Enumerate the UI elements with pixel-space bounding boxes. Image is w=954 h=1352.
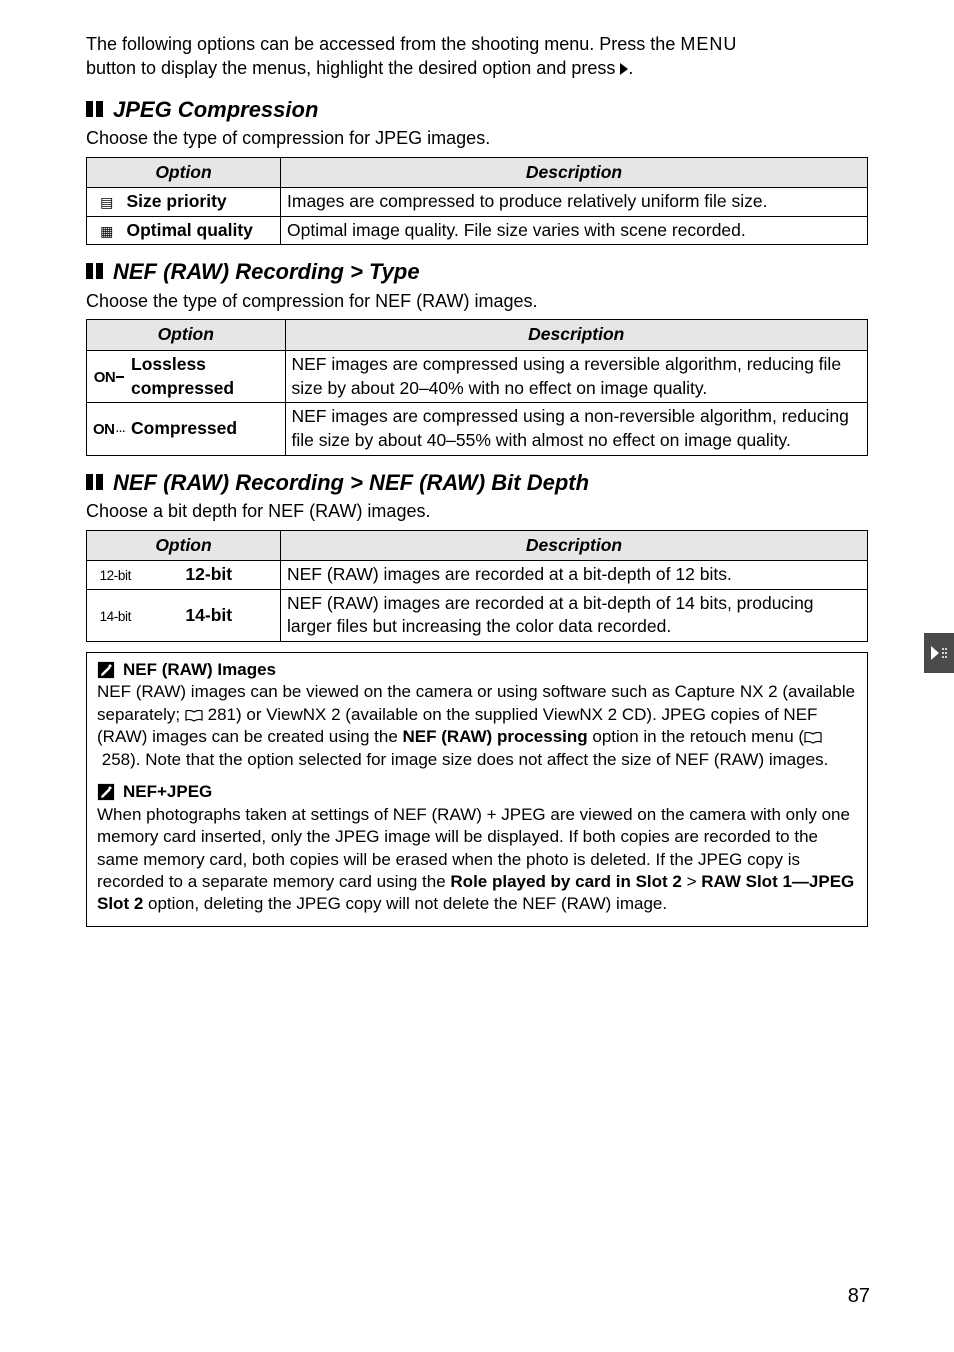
- row-desc: NEF images are compressed using a non-re…: [285, 403, 868, 455]
- intro-text-1: The following options can be accessed fr…: [86, 34, 680, 54]
- note-text: ). Note that the option selected for ima…: [130, 750, 828, 769]
- size-priority-icon: [100, 191, 113, 211]
- row-desc: Images are compressed to produce relativ…: [281, 188, 868, 217]
- intro-paragraph: The following options can be accessed fr…: [86, 32, 868, 81]
- col-option: Option: [87, 157, 281, 188]
- intro-text-3: .: [628, 58, 633, 78]
- note-head-nefjpeg: NEF+JPEG: [97, 781, 857, 803]
- compressed-icon: ON: [93, 420, 125, 440]
- optimal-quality-icon: [100, 220, 113, 240]
- row-label: Lossless compressed: [125, 351, 285, 403]
- section-sub-neftype: Choose the type of compression for NEF (…: [86, 289, 868, 313]
- note-head-nef-text: NEF (RAW) Images: [123, 659, 276, 681]
- col-description: Description: [281, 530, 868, 561]
- nefbit-table: Option Description 12-bit 12-bit NEF (RA…: [86, 530, 868, 643]
- row-desc: NEF (RAW) images are recorded at a bit-d…: [281, 589, 868, 641]
- section-title-jpeg: JPEG Compression: [86, 95, 868, 125]
- note-text: >: [682, 872, 701, 891]
- twelve-bit-icon: 12-bit: [100, 568, 131, 583]
- col-option: Option: [87, 320, 286, 351]
- row-desc: Optimal image quality. File size varies …: [281, 216, 868, 245]
- note-body-nef: NEF (RAW) images can be viewed on the ca…: [97, 681, 857, 771]
- section-title-nefbit-text: NEF (RAW) Recording > NEF (RAW) Bit Dept…: [113, 468, 589, 498]
- pencil-icon: [97, 783, 115, 801]
- section-title-neftype-text: NEF (RAW) Recording > Type: [113, 257, 420, 287]
- section-bars-icon: [86, 95, 107, 125]
- row-label: Size priority: [121, 188, 281, 217]
- lossless-icon: ON: [94, 368, 125, 388]
- fourteen-bit-icon: 14-bit: [100, 609, 131, 624]
- col-option: Option: [87, 530, 281, 561]
- section-bars-icon: [86, 257, 107, 287]
- row-icon: ON: [87, 351, 126, 403]
- note-body-nefjpeg: When photographs taken at settings of NE…: [97, 804, 857, 916]
- table-row: 12-bit 12-bit NEF (RAW) images are recor…: [87, 561, 868, 590]
- table-row: Optimal quality Optimal image quality. F…: [87, 216, 868, 245]
- row-icon: 12-bit: [87, 561, 138, 590]
- note-box: NEF (RAW) Images NEF (RAW) images can be…: [86, 652, 868, 927]
- jpeg-table: Option Description Size priority Images …: [86, 157, 868, 246]
- menu-word: MENU: [680, 34, 737, 54]
- side-tab: [924, 633, 954, 673]
- table-row: Size priority Images are compressed to p…: [87, 188, 868, 217]
- neftype-table: Option Description ON Lossless compresse…: [86, 319, 868, 455]
- note-text: option in the retouch menu (: [588, 727, 804, 746]
- side-tab-icon: [929, 644, 949, 662]
- row-label: 12-bit: [138, 561, 281, 590]
- table-header-row: Option Description: [87, 530, 868, 561]
- row-label-line2: compressed: [131, 378, 234, 398]
- note-head-nefjpeg-text: NEF+JPEG: [123, 781, 212, 803]
- book-ref-icon: [185, 710, 203, 722]
- section-sub-jpeg: Choose the type of compression for JPEG …: [86, 126, 868, 150]
- page-number: 87: [848, 1283, 870, 1310]
- col-description: Description: [285, 320, 868, 351]
- row-icon: [87, 188, 121, 217]
- row-desc: NEF (RAW) images are recorded at a bit-d…: [281, 561, 868, 590]
- row-label-line1: Lossless: [131, 354, 206, 374]
- row-label: Compressed: [125, 403, 285, 455]
- section-title-neftype: NEF (RAW) Recording > Type: [86, 257, 868, 287]
- row-label: Optimal quality: [121, 216, 281, 245]
- table-row: ON Lossless compressed NEF images are co…: [87, 351, 868, 403]
- note-ref: 258: [102, 750, 130, 769]
- book-ref-icon: [804, 732, 822, 744]
- note-bold: NEF (RAW) processing: [403, 727, 588, 746]
- note-bold: Role played by card in Slot 2: [450, 872, 681, 891]
- table-row: 14-bit 14-bit NEF (RAW) images are recor…: [87, 589, 868, 641]
- section-title-nefbit: NEF (RAW) Recording > NEF (RAW) Bit Dept…: [86, 468, 868, 498]
- note-ref: 281: [208, 705, 236, 724]
- col-description: Description: [281, 157, 868, 188]
- section-bars-icon: [86, 468, 107, 498]
- row-label: 14-bit: [138, 589, 281, 641]
- section-title-jpeg-text: JPEG Compression: [113, 95, 318, 125]
- table-header-row: Option Description: [87, 320, 868, 351]
- pencil-icon: [97, 661, 115, 679]
- note-text: option, deleting the JPEG copy will not …: [143, 894, 667, 913]
- row-icon: ON: [87, 403, 126, 455]
- intro-text-2: button to display the menus, highlight t…: [86, 58, 620, 78]
- row-icon: 14-bit: [87, 589, 138, 641]
- row-desc: NEF images are compressed using a revers…: [285, 351, 868, 403]
- row-icon: [87, 216, 121, 245]
- note-head-nef: NEF (RAW) Images: [97, 659, 857, 681]
- table-header-row: Option Description: [87, 157, 868, 188]
- section-sub-nefbit: Choose a bit depth for NEF (RAW) images.: [86, 499, 868, 523]
- table-row: ON Compressed NEF images are compressed …: [87, 403, 868, 455]
